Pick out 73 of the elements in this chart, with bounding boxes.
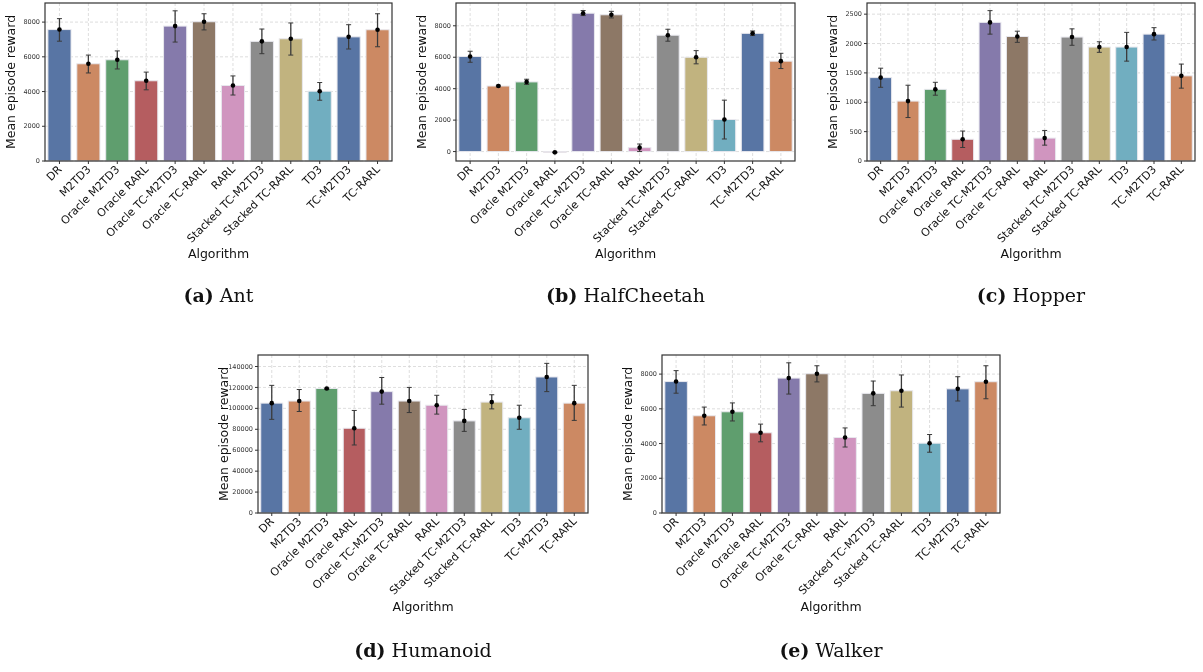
y-axis-title: Mean episode reward bbox=[414, 14, 429, 150]
bar bbox=[692, 415, 717, 514]
bar bbox=[664, 381, 688, 514]
bar bbox=[1033, 137, 1057, 162]
bar bbox=[336, 36, 361, 162]
text: (d) Humanoid bbox=[354, 639, 492, 661]
bar bbox=[805, 373, 829, 514]
bar bbox=[656, 34, 680, 153]
bar bbox=[342, 427, 366, 514]
bar bbox=[917, 442, 942, 514]
bar bbox=[480, 401, 504, 514]
bar bbox=[923, 88, 947, 162]
bar bbox=[163, 25, 188, 162]
bar bbox=[397, 400, 421, 514]
bar bbox=[249, 40, 274, 162]
bar bbox=[458, 55, 482, 153]
bar bbox=[278, 38, 303, 162]
bar bbox=[287, 400, 311, 514]
bar bbox=[945, 388, 970, 514]
bar bbox=[486, 85, 511, 153]
bar bbox=[869, 77, 893, 162]
bar bbox=[514, 81, 539, 153]
bar bbox=[748, 432, 773, 514]
bar bbox=[1087, 46, 1111, 162]
bar bbox=[425, 404, 449, 514]
x-axis-title: Algorithm bbox=[800, 599, 862, 614]
bar bbox=[974, 381, 998, 514]
x-axis-title: Algorithm bbox=[187, 246, 250, 261]
bar bbox=[535, 376, 559, 514]
x-axis-title: Algorithm bbox=[1000, 246, 1062, 261]
x-axis-title: Algorithm bbox=[392, 599, 454, 614]
bar bbox=[191, 21, 217, 162]
bar bbox=[1060, 36, 1084, 162]
x-axis-title: Algorithm bbox=[594, 246, 657, 261]
text: (b) HalfCheetah bbox=[546, 284, 705, 306]
bar bbox=[712, 119, 737, 153]
bar bbox=[452, 420, 476, 514]
bar bbox=[370, 391, 394, 514]
bar bbox=[315, 387, 339, 514]
bar bbox=[776, 377, 801, 514]
bar bbox=[76, 63, 101, 162]
bar bbox=[769, 60, 793, 153]
y-axis-title: Mean episode reward bbox=[825, 14, 840, 150]
bar bbox=[220, 84, 246, 162]
y-axis-title: Mean episode reward bbox=[620, 366, 635, 502]
bar bbox=[260, 402, 284, 514]
text: (c) Hopper bbox=[976, 284, 1087, 306]
bar bbox=[889, 390, 914, 514]
bar bbox=[720, 411, 745, 514]
text: (e) Walker bbox=[779, 639, 884, 661]
bar bbox=[562, 402, 586, 514]
bar bbox=[951, 138, 975, 162]
bar bbox=[599, 14, 624, 153]
bar bbox=[740, 32, 765, 153]
bar bbox=[833, 436, 857, 514]
bar bbox=[1169, 75, 1193, 162]
text: (a) Ant bbox=[183, 284, 254, 306]
bar bbox=[134, 80, 159, 162]
bar bbox=[1115, 46, 1139, 162]
bar bbox=[365, 29, 390, 162]
bar bbox=[47, 29, 72, 162]
y-axis-title: Mean episode reward bbox=[3, 14, 18, 150]
bar bbox=[978, 21, 1002, 162]
bar bbox=[896, 100, 920, 162]
bar bbox=[105, 59, 130, 162]
bar bbox=[507, 417, 531, 514]
bar bbox=[1005, 35, 1029, 162]
bar bbox=[627, 147, 652, 153]
bar bbox=[684, 56, 708, 153]
bar bbox=[307, 90, 332, 162]
bar bbox=[1142, 33, 1166, 162]
bar bbox=[571, 12, 595, 153]
bar bbox=[861, 392, 886, 514]
